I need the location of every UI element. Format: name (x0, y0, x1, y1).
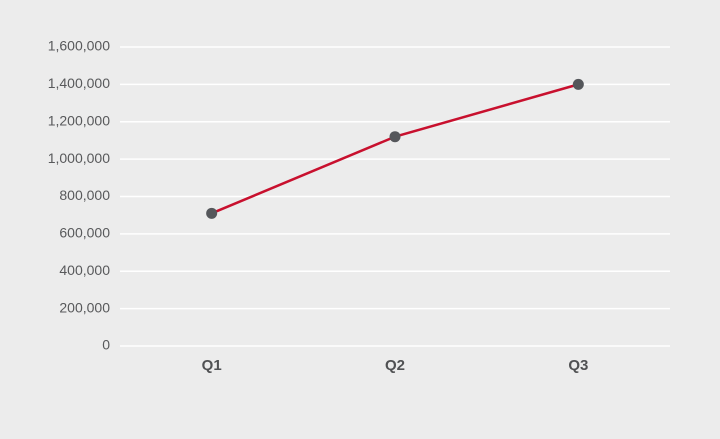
y-tick-label: 1,600,000 (48, 38, 110, 54)
data-point (206, 207, 218, 219)
y-tick-label: 600,000 (59, 225, 110, 241)
data-line (211, 83, 579, 215)
y-tick-label: 1,200,000 (48, 112, 110, 128)
x-tick-label: Q3 (568, 357, 588, 374)
y-tick-label: 0 (102, 337, 110, 353)
data-point (572, 78, 584, 90)
y-tick-label: 1,000,000 (48, 150, 110, 166)
x-tick-label: Q2 (385, 357, 405, 374)
y-tick-label: 200,000 (59, 299, 110, 315)
y-tick-label: 400,000 (59, 262, 110, 278)
data-point (389, 131, 401, 143)
y-tick-label: 800,000 (59, 187, 110, 203)
x-tick-label: Q1 (202, 357, 222, 374)
y-tick-label: 1,400,000 (48, 75, 110, 91)
